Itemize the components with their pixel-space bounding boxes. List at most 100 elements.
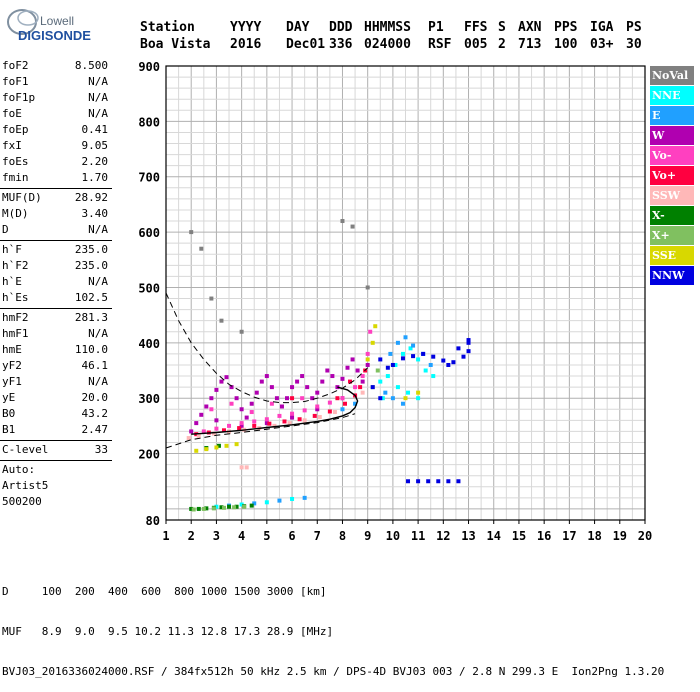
data-point — [365, 357, 370, 362]
data-point — [466, 340, 471, 345]
data-point — [300, 374, 305, 379]
footer-distance-line: D 100 200 400 600 800 1000 1500 3000 [km… — [2, 585, 327, 598]
data-point — [201, 429, 206, 434]
data-point — [237, 426, 242, 431]
data-point — [446, 479, 451, 484]
param-label: foE — [2, 107, 22, 120]
data-point — [287, 421, 292, 426]
data-point — [461, 354, 466, 359]
legend-item: Vo- — [650, 146, 694, 165]
legend-item: SSW — [650, 186, 694, 205]
data-point — [370, 340, 375, 345]
data-point — [345, 365, 350, 370]
data-point — [400, 351, 405, 356]
param-value: N/A — [88, 223, 108, 236]
data-point — [259, 379, 264, 384]
param-value: 9.05 — [81, 139, 109, 152]
data-point — [244, 465, 249, 470]
y-tick-label: 600 — [138, 226, 160, 240]
footer-file-info: BVJ03_2016336024000.RSF / 384fx512h 50 k… — [2, 665, 665, 678]
data-point — [252, 419, 257, 424]
param-value: 235.0 — [74, 243, 108, 256]
data-point — [189, 429, 194, 434]
param-row: foF1 N/A — [0, 74, 112, 90]
x-tick-label: 9 — [364, 529, 371, 543]
param-label: h`E — [2, 275, 22, 288]
param-row: yF2 46.1 — [0, 358, 112, 374]
x-tick-label: 10 — [386, 529, 400, 543]
data-point — [290, 411, 295, 416]
data-point — [466, 338, 471, 343]
header-value: 2 — [498, 37, 506, 52]
param-value: 28.92 — [74, 191, 108, 204]
data-point — [227, 504, 232, 509]
data-point — [282, 419, 287, 424]
data-point — [385, 365, 390, 370]
param-label: hmE — [2, 343, 22, 356]
header-label: FFS — [464, 20, 488, 35]
header-value: Boa Vista — [140, 37, 211, 52]
data-point — [393, 362, 398, 367]
param-row: h`F 235.0 — [0, 242, 112, 258]
data-point — [365, 351, 370, 356]
x-tick-label: 18 — [587, 529, 601, 543]
data-point — [416, 479, 421, 484]
param-label: foF1 — [2, 75, 29, 88]
data-point — [456, 346, 461, 351]
data-point — [214, 445, 219, 450]
x-tick-label: 1 — [162, 529, 169, 543]
param-row: yE 20.0 — [0, 390, 112, 406]
data-point — [428, 362, 433, 367]
x-tick-label: 20 — [638, 529, 652, 543]
data-point — [348, 379, 353, 384]
data-point — [191, 507, 196, 512]
data-point — [204, 404, 209, 409]
param-label: C-level — [2, 443, 49, 456]
param-row: B1 2.47 — [0, 422, 112, 438]
param-label: B1 — [2, 423, 16, 436]
param-value: 235.0 — [74, 259, 108, 272]
data-point — [446, 362, 451, 367]
data-point — [211, 431, 216, 436]
x-tick-label: 5 — [263, 529, 270, 543]
data-point — [199, 412, 204, 417]
param-separator — [0, 460, 112, 461]
param-label: MUF(D) — [2, 191, 42, 204]
legend-item: X+ — [650, 226, 694, 245]
param-row: foF1p N/A — [0, 90, 112, 106]
profile-curve — [191, 386, 359, 435]
data-point — [302, 495, 307, 500]
data-point — [214, 418, 219, 423]
y-tick-label: 200 — [138, 448, 160, 462]
data-point — [254, 390, 259, 395]
data-point — [249, 401, 254, 406]
data-point — [436, 479, 441, 484]
data-point — [221, 505, 226, 510]
x-tick-label: 7 — [314, 529, 321, 543]
param-label: h`F — [2, 243, 22, 256]
data-point — [312, 413, 317, 418]
data-point — [264, 374, 269, 379]
data-point — [234, 442, 239, 447]
data-point — [353, 385, 358, 390]
data-point — [234, 504, 239, 509]
data-point — [411, 354, 416, 359]
legend: NoVal NNE E W Vo- Vo+ SSW X- X+ SSE NNW — [650, 66, 694, 286]
legend-item: Vo+ — [650, 166, 694, 185]
digisonde-logo: Lowell DIGISONDE — [4, 4, 91, 44]
data-point — [373, 324, 378, 329]
x-tick-label: 16 — [537, 529, 551, 543]
data-point — [403, 396, 408, 401]
data-point — [264, 500, 269, 505]
y-tick-label: 900 — [138, 60, 160, 74]
data-point — [332, 410, 337, 415]
header-label: PPS — [554, 20, 578, 35]
data-point — [408, 346, 413, 351]
data-point — [325, 368, 330, 373]
data-point — [194, 421, 199, 426]
footer-muf-line: MUF 8.9 9.0 9.5 10.2 11.3 12.8 17.3 28.9… — [2, 625, 334, 638]
header-value: 005 — [464, 37, 488, 52]
param-separator — [0, 188, 112, 189]
data-point — [383, 390, 388, 395]
header-label: P1 — [428, 20, 444, 35]
